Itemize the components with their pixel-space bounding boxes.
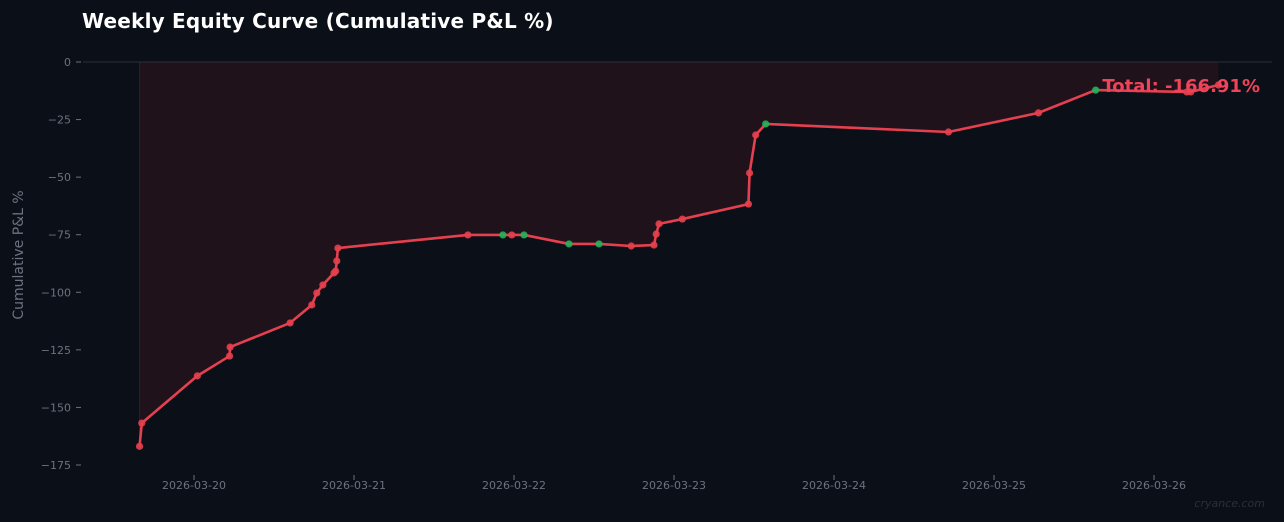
drawdown-fill: [139, 62, 1219, 447]
loss-marker: [334, 244, 342, 252]
loss-marker: [135, 442, 144, 450]
loss-marker: [464, 231, 472, 239]
trade-markers: [135, 81, 1223, 450]
y-tick-label: −100: [41, 286, 71, 299]
win-marker: [762, 120, 770, 128]
loss-marker: [627, 242, 635, 250]
y-tick-label: −25: [48, 114, 71, 127]
y-tick-label: −125: [41, 344, 71, 357]
loss-marker: [138, 419, 146, 427]
loss-marker: [1187, 88, 1195, 96]
loss-marker: [319, 281, 327, 289]
loss-marker: [655, 220, 663, 228]
loss-marker: [744, 200, 753, 208]
y-tick-label: −50: [48, 171, 71, 184]
loss-marker: [745, 169, 754, 177]
x-tick-label: 2026-03-21: [322, 479, 386, 492]
y-tick-label: −175: [41, 459, 71, 472]
win-marker: [499, 231, 507, 239]
x-tick-label: 2026-03-24: [802, 479, 866, 492]
loss-marker: [650, 241, 658, 249]
loss-marker: [332, 267, 340, 275]
x-tick-label: 2026-03-23: [642, 479, 706, 492]
y-axis: 0 −25 −50 −75 −100 −125 −150 −175: [41, 56, 81, 472]
loss-marker: [944, 128, 953, 136]
x-tick-label: 2026-03-26: [1122, 479, 1186, 492]
win-marker: [595, 240, 603, 248]
loss-marker: [1034, 109, 1043, 117]
x-axis: 2026-03-20 2026-03-21 2026-03-22 2026-03-23…: [162, 475, 1186, 492]
loss-marker: [313, 289, 321, 297]
loss-marker: [286, 319, 294, 327]
y-tick-label: −150: [41, 401, 71, 414]
loss-marker: [752, 131, 760, 139]
watermark: cryance.com: [1194, 497, 1265, 510]
loss-marker: [226, 343, 234, 351]
y-tick-label: 0: [64, 56, 71, 69]
loss-marker: [678, 215, 686, 223]
y-tick-label: −75: [48, 229, 71, 242]
loss-marker: [508, 231, 516, 239]
win-marker: [520, 231, 528, 239]
win-marker: [1092, 86, 1100, 94]
loss-marker: [333, 257, 341, 265]
equity-line: [138, 83, 1220, 448]
loss-marker: [652, 230, 660, 238]
chart-title: Weekly Equity Curve (Cumulative P&L %): [82, 9, 554, 33]
x-tick-label: 2026-03-20: [162, 479, 226, 492]
x-tick-label: 2026-03-25: [962, 479, 1026, 492]
loss-marker: [193, 372, 201, 380]
loss-marker: [1214, 81, 1223, 89]
loss-marker: [308, 301, 316, 309]
total-annotation: Total: -166.91%: [1102, 76, 1260, 97]
win-marker: [565, 240, 573, 248]
x-tick-label: 2026-03-22: [482, 479, 546, 492]
loss-marker: [225, 352, 234, 360]
